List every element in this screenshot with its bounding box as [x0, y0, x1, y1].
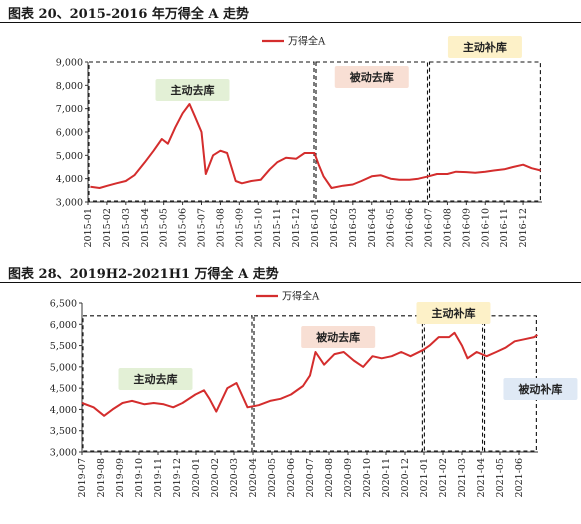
x-tick-label: 2020-01 [191, 458, 202, 497]
x-tick-label: 2016-12 [518, 208, 529, 247]
x-tick-label: 2015-11 [272, 208, 283, 247]
y-tick-label: 9,000 [56, 58, 83, 69]
series-line-0 [90, 103, 542, 189]
y-tick-label: 7,000 [56, 104, 83, 115]
y-tick-label: 5,500 [50, 341, 77, 352]
x-tick-label: 2019-08 [96, 458, 107, 497]
x-tick-label: 2016-11 [499, 208, 510, 247]
phase-box-0 [88, 61, 315, 202]
series-line-0 [81, 331, 538, 417]
x-tick-label: 2016-04 [367, 208, 378, 247]
phase-label-3: 被动补库 [518, 382, 562, 396]
x-tick-label: 2015-08 [215, 208, 226, 247]
x-tick-label: 2015-02 [102, 208, 113, 247]
title-divider-2 [0, 282, 581, 283]
x-tick-label: 2015-09 [234, 208, 245, 247]
x-tick-label: 2020-04 [248, 458, 259, 497]
x-tick-label: 2016-02 [329, 208, 340, 247]
y-tick-label: 5,000 [56, 151, 83, 162]
x-tick-label: 2020-10 [362, 458, 373, 497]
x-tick-label: 2020-02 [210, 458, 221, 497]
x-tick-label: 2019-07 [77, 458, 88, 497]
x-tick-label: 2021-02 [438, 458, 449, 497]
x-tick-label: 2021-04 [476, 458, 487, 497]
phase-label-bg-1 [334, 66, 409, 88]
phase-label-2: 主动补库 [463, 40, 507, 54]
x-tick-label: 2016-09 [461, 208, 472, 247]
phase-box-0 [82, 315, 253, 452]
y-tick-label: 6,500 [50, 299, 77, 310]
x-tick-label: 2020-07 [305, 458, 316, 497]
phase-label-1: 被动去库 [350, 70, 394, 84]
x-tick-label: 2021-05 [495, 458, 506, 497]
chart-2015-2016: 3,000 4,000 5,000 6,000 7,000 8,000 9,000 2015-… [56, 35, 542, 247]
x-tick-label: 2020-09 [343, 458, 354, 497]
title-divider-1 [0, 22, 581, 23]
x-tick-label: 2020-11 [381, 458, 392, 497]
x-tick-label: 2015-07 [197, 208, 208, 247]
figure-title-2: 图表 28、2019H2-2021H1 万得全 A 走势 [8, 267, 279, 282]
phase-label-bg-1 [301, 326, 376, 348]
figure-title-1: 图表 20、2015-2016 年万得全 A 走势 [8, 7, 250, 22]
x-tick-label: 2020-05 [267, 458, 278, 497]
x-tick-label: 2015-04 [140, 208, 151, 247]
x-tick-label: 2016-06 [405, 208, 416, 247]
phase-box-2 [423, 315, 484, 452]
chart-2019-2021: 3,000 3,500 4,000 4,500 5,000 5,500 6,000 6,500… [50, 290, 578, 497]
y-tick-label: 4,500 [50, 384, 77, 395]
x-tick-label: 2015-06 [178, 208, 189, 247]
x-tick-label: 2015-05 [159, 208, 170, 247]
x-tick-label: 2021-06 [514, 458, 525, 497]
x-tick-label: 2019-11 [153, 458, 164, 497]
phase-label-2: 主动补库 [431, 306, 475, 320]
x-tick-label: 2016-03 [348, 208, 359, 247]
x-tick-label: 2020-06 [286, 458, 297, 497]
phase-label-bg-2 [416, 302, 491, 324]
x-tick-label: 2016-05 [386, 208, 397, 247]
x-tick-label: 2019-09 [115, 458, 126, 497]
x-tick-label: 2016-08 [442, 208, 453, 247]
x-tick-label: 2021-01 [419, 458, 430, 497]
x-tick-label: 2019-12 [172, 458, 183, 497]
y-tick-label: 3,000 [50, 448, 77, 459]
phase-box-1 [253, 315, 423, 452]
y-tick-label: 6,000 [50, 320, 77, 331]
legend-label: 万得全A [282, 290, 320, 303]
x-tick-label: 2020-08 [324, 458, 335, 497]
x-tick-label: 2015-03 [121, 208, 132, 247]
y-tick-label: 6,000 [56, 128, 83, 139]
x-tick-label: 2020-03 [229, 458, 240, 497]
y-tick-label: 4,000 [50, 405, 77, 416]
phase-label-bg-0 [155, 79, 230, 101]
phase-label-0: 主动去库 [171, 83, 215, 97]
x-tick-label: 2015-10 [253, 208, 264, 247]
x-tick-label: 2015-01 [83, 208, 94, 247]
x-tick-label: 2015-12 [291, 208, 302, 247]
x-tick-label: 2019-10 [134, 458, 145, 497]
x-tick-label: 2016-01 [310, 208, 321, 247]
x-tick-label: 2016-07 [424, 208, 435, 247]
y-tick-label: 5,000 [50, 362, 77, 373]
phase-label-0: 主动去库 [134, 372, 178, 386]
y-tick-label: 3,500 [50, 426, 77, 437]
legend-label: 万得全A [288, 35, 326, 48]
phase-box-2 [428, 61, 541, 202]
phase-label-bg-2 [447, 36, 522, 58]
phase-label-1: 被动去库 [316, 330, 360, 344]
y-tick-label: 3,000 [56, 198, 83, 209]
phase-label-bg-0 [118, 368, 193, 390]
x-tick-label: 2020-12 [400, 458, 411, 497]
phase-label-bg-3 [503, 378, 578, 400]
y-tick-label: 4,000 [56, 174, 83, 185]
x-tick-label: 2016-10 [480, 208, 491, 247]
x-tick-label: 2021-03 [457, 458, 468, 497]
y-tick-label: 8,000 [56, 81, 83, 92]
